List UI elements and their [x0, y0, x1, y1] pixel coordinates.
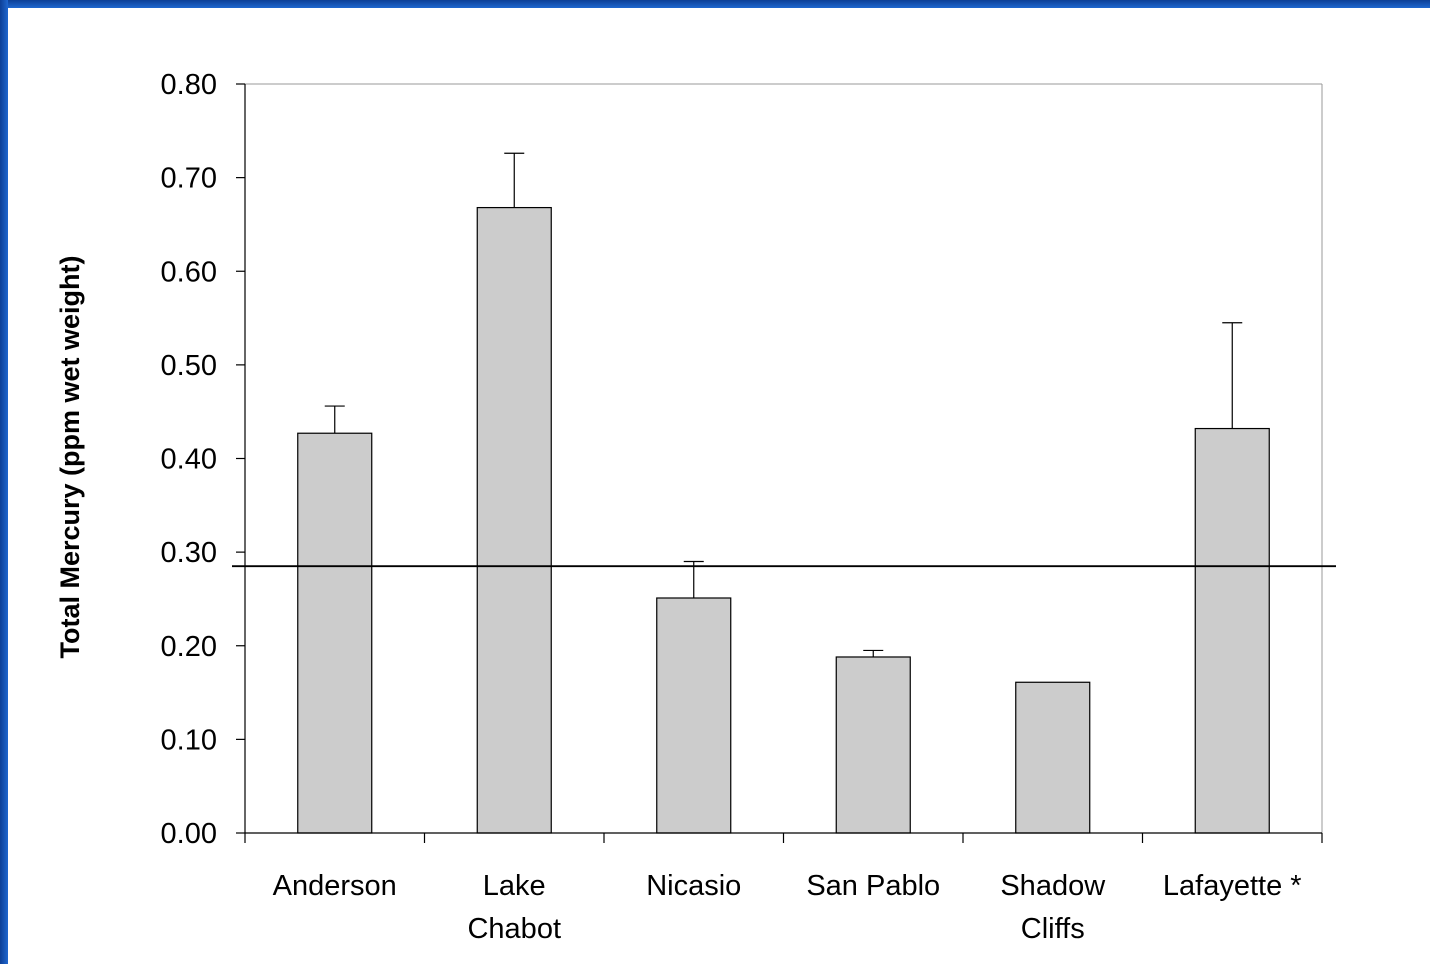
slide-left-border: [0, 0, 8, 964]
bar: [297, 432, 373, 834]
x-tick-label-line: San Pablo: [806, 870, 940, 902]
x-tick-label: San Pablo: [806, 870, 940, 902]
y-tick-label: 0.50: [161, 350, 217, 382]
x-tick-label-line: Lake: [483, 870, 546, 902]
y-tick-label: 0.60: [161, 256, 217, 288]
y-tick-label: 0.70: [161, 163, 217, 195]
bar: [656, 597, 732, 834]
x-tick-label: Anderson: [273, 870, 397, 902]
x-tick-label: Lafayette *: [1163, 870, 1302, 902]
x-tick-label-line: Cliffs: [1021, 913, 1085, 945]
x-tick-label: Nicasio: [646, 870, 741, 902]
bar: [835, 656, 911, 834]
y-tick-label: 0.80: [161, 69, 217, 101]
x-tick-label-line: Shadow: [1000, 870, 1106, 902]
y-tick-label: 0.00: [161, 818, 217, 850]
x-tick-label: Lake Chabot: [467, 870, 561, 945]
bar: [1015, 681, 1091, 834]
y-axis-label: Total Mercury (ppm wet weight): [55, 255, 85, 658]
x-tick-label: Shadow Cliffs: [1000, 870, 1106, 945]
x-tick-label-line: Anderson: [273, 870, 397, 902]
slide-top-border: [0, 0, 1430, 8]
bar: [1194, 427, 1270, 834]
bar: [476, 206, 552, 834]
y-tick-label: 0.40: [161, 444, 217, 476]
x-tick-label-line: Lafayette *: [1163, 870, 1302, 902]
y-tick-label: 0.10: [161, 724, 217, 756]
x-tick-label-line: Nicasio: [646, 870, 741, 902]
x-tick-label-line: Chabot: [467, 913, 561, 945]
y-tick-label: 0.20: [161, 631, 217, 663]
y-tick-label: 0.30: [161, 537, 217, 569]
